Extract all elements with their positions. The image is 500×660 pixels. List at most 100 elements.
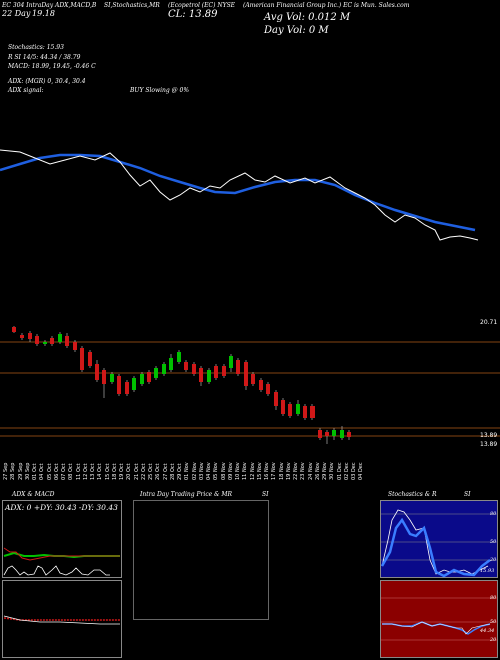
date-tick-label: 22 Oct <box>140 463 147 480</box>
stochastics-panel <box>380 500 498 578</box>
si-title-1: SI <box>262 491 269 498</box>
date-tick-label: 03 Nov <box>198 462 205 480</box>
candle <box>192 364 196 374</box>
date-tick-label: 01 Oct <box>32 463 38 480</box>
candle <box>296 404 300 414</box>
candle <box>117 376 121 394</box>
date-tick-label: 03 Dec <box>351 462 357 480</box>
rsi-scale-20: 20 <box>490 637 497 643</box>
avg-volume-label: Avg Vol: 0.012 M <box>264 12 351 23</box>
candle <box>207 370 211 382</box>
date-tick-label: 04 Nov <box>206 462 212 480</box>
candle <box>28 333 32 339</box>
candle <box>184 362 188 370</box>
candle <box>20 335 24 338</box>
date-tick-label: 11 Nov <box>242 462 249 480</box>
candle <box>214 366 218 378</box>
price-label-top: 20.71 <box>480 319 498 326</box>
date-tick-label: 27 Sep <box>3 462 9 480</box>
stoch-scale-20: 20 <box>490 557 497 563</box>
adx-readout: ADX: (MGR) 0, 30.4, 30.4 <box>8 78 86 85</box>
adx-di-readout: ADX: 0 +DY: 30.43 -DY: 30.43 <box>5 503 118 512</box>
candle <box>80 348 84 370</box>
date-tick-label: 30 Nov <box>329 462 336 480</box>
date-tick-label: 04 Oct <box>39 463 46 480</box>
rsi-scale-50: 50 <box>490 619 497 625</box>
date-tick-label: 29 Sep <box>17 462 24 480</box>
date-tick-label: 05 Nov <box>213 462 220 480</box>
date-tick-label: 25 Oct <box>148 463 154 480</box>
rsi-panel <box>380 580 498 658</box>
si-title-2: SI <box>464 491 471 498</box>
candle <box>281 400 285 414</box>
stoch-scale-80: 80 <box>490 511 497 517</box>
date-tick-label: 12 Nov <box>249 462 256 480</box>
date-tick-label: 28 Oct <box>169 463 176 480</box>
intraday-panel <box>133 500 269 620</box>
date-tick-label: 15 Nov <box>256 462 263 480</box>
date-tick-label: 30 Sep <box>24 462 31 480</box>
header-line1-mid: SI,Stochastics,MR <box>104 2 160 9</box>
macd-panel <box>2 580 122 658</box>
date-tick-label: 05 Oct <box>46 463 53 480</box>
date-tick-label: 29 Oct <box>177 463 183 480</box>
candle <box>340 430 344 438</box>
date-tick-label: 22 Nov <box>293 462 299 480</box>
candle <box>95 364 99 380</box>
date-tick-label: 27 Oct <box>162 463 169 480</box>
date-tick-label: 18 Oct <box>111 463 118 480</box>
header-22day: 22 Day <box>2 9 31 18</box>
candle <box>154 368 158 378</box>
price-line <box>0 149 479 241</box>
macd-readout: MACD: 18.99, 19.45, -0.46 C <box>8 63 96 70</box>
candle <box>65 336 69 346</box>
candle <box>50 338 54 344</box>
date-tick-label: 12 Oct <box>82 463 89 480</box>
intraday-title: Intra Day Trading Price & MR <box>140 491 233 498</box>
date-tick-label: 19 Nov <box>285 462 292 480</box>
day-volume-label: Day Vol: 0 M <box>264 25 329 36</box>
candle <box>229 356 233 368</box>
candle <box>244 362 248 386</box>
date-tick-label: 18 Nov <box>278 462 285 480</box>
date-tick-label: 10 Nov <box>235 462 241 480</box>
date-tick-label: 02 Dec <box>343 462 350 480</box>
header-22day-value: 19.18 <box>32 9 55 18</box>
price-label-2: 13.89 <box>480 441 498 448</box>
candle <box>288 404 292 416</box>
rsi-scale-80: 80 <box>490 595 497 601</box>
stoch-value-label: 15.93 <box>480 568 495 574</box>
candle <box>35 336 39 344</box>
date-tick-label: 23 Nov <box>300 462 307 480</box>
stoch-scale-50: 50 <box>490 539 497 545</box>
date-tick-label: 19 Oct <box>119 463 125 480</box>
candle <box>73 342 77 350</box>
candle <box>125 382 129 394</box>
candle <box>169 358 173 370</box>
buy-signal-label: BUY Slowing @ 0% <box>130 87 190 94</box>
adx-signal-label: ADX signal: <box>8 87 44 94</box>
candle <box>251 374 255 384</box>
date-tick-label: 15 Oct <box>104 463 111 480</box>
candle <box>303 406 307 418</box>
date-tick-label: 13 Oct <box>90 463 96 480</box>
adx-macd-title: ADX & MACD <box>12 491 55 498</box>
candle <box>310 406 315 418</box>
date-tick-label: 08 Nov <box>220 462 227 480</box>
date-tick-label: 04 Dec <box>358 462 365 480</box>
header-line1-mid2: (Ecopetrol (EC) NYSE <box>168 2 236 9</box>
date-tick-label: 11 Oct <box>75 463 82 480</box>
candle <box>266 384 270 394</box>
date-tick-label: 01 Dec <box>336 462 343 480</box>
candle <box>12 327 16 332</box>
candle <box>162 364 166 374</box>
date-tick-label: 09 Nov <box>227 462 234 480</box>
adx-panel <box>2 500 122 578</box>
date-tick-label: 08 Oct <box>68 463 75 480</box>
candle <box>347 432 351 437</box>
candle <box>318 430 322 438</box>
candle <box>88 352 92 366</box>
date-tick-label: 14 Oct <box>97 463 104 480</box>
stochastics-title: Stochastics & R <box>388 491 437 498</box>
close-price-label: CL: 13.89 <box>168 9 218 20</box>
